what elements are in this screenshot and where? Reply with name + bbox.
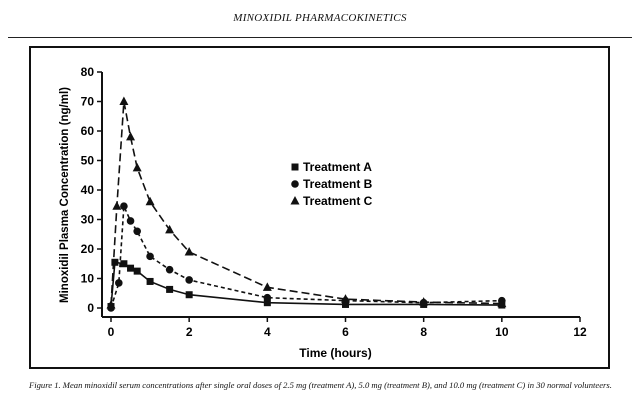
- figure-caption: Figure 1. Mean minoxidil serum concentra…: [29, 380, 612, 390]
- header-rule: [8, 37, 632, 38]
- treatment-b-point: [120, 202, 128, 211]
- y-tick-label: 20: [81, 242, 95, 256]
- treatment-b-point: [115, 279, 123, 287]
- treatment-c-point: [262, 282, 272, 291]
- x-tick-label: 4: [264, 325, 271, 339]
- figure-frame: [29, 46, 610, 369]
- treatment-c-point: [165, 224, 175, 234]
- treatment-b-point: [165, 265, 174, 274]
- x-axis-label: Time (hours): [299, 346, 371, 360]
- treatment-a-point: [127, 264, 135, 272]
- treatment-a-point: [185, 291, 193, 299]
- treatment-a-point: [342, 300, 349, 308]
- treatment-b-point: [133, 227, 141, 236]
- treatment-b-line: [110, 205, 502, 309]
- treatment-c-point: [419, 297, 429, 306]
- treatment-a-point: [263, 299, 271, 307]
- treatment-c-line: [110, 101, 502, 306]
- y-tick-label: 30: [81, 213, 95, 227]
- y-tick-label: 40: [81, 183, 95, 197]
- y-tick-label: 50: [81, 154, 95, 168]
- y-tick-label: 80: [81, 65, 95, 79]
- x-tick-label: 6: [342, 325, 349, 339]
- running-header: MINOXIDIL PHARMACOKINETICS: [233, 12, 407, 24]
- treatment-c-point: [132, 162, 142, 172]
- x-tick-label: 0: [108, 325, 115, 339]
- treatment-b-point: [263, 293, 272, 302]
- y-tick-label: 10: [81, 272, 95, 286]
- treatment-c-point: [497, 298, 507, 308]
- treatment-c-point: [126, 131, 136, 141]
- legend-marker-treatment-b: [291, 180, 299, 188]
- legend-marker-treatment-a: [291, 163, 299, 171]
- treatment-c-point: [119, 96, 129, 105]
- treatment-c-point: [106, 300, 116, 309]
- y-tick-label: 60: [81, 124, 95, 138]
- y-tick-label: 0: [87, 301, 94, 315]
- treatment-c-point: [145, 196, 155, 206]
- treatment-b-point: [146, 252, 154, 261]
- treatment-c-point: [341, 294, 350, 303]
- treatment-a-point: [120, 260, 128, 268]
- x-tick-label: 8: [420, 325, 427, 339]
- legend-label-treatment-c: Treatment C: [303, 194, 373, 208]
- treatment-a-point: [111, 258, 119, 266]
- treatment-c-point: [184, 246, 194, 256]
- x-tick-label: 12: [573, 325, 587, 339]
- legend-label-treatment-b: Treatment B: [303, 177, 373, 191]
- treatment-b-point: [126, 217, 135, 225]
- treatment-a-point: [166, 285, 174, 293]
- x-tick-label: 2: [186, 325, 193, 339]
- legend-marker-treatment-c: [290, 196, 300, 205]
- treatment-a-point: [146, 277, 154, 285]
- treatment-a-point: [133, 267, 141, 275]
- y-tick-label: 70: [81, 95, 95, 109]
- legend-label-treatment-a: Treatment A: [303, 160, 372, 174]
- y-axis-label: Minoxidil Plasma Concentration (ng/ml): [59, 87, 71, 303]
- x-tick-label: 10: [495, 325, 509, 339]
- treatment-b-point: [185, 276, 193, 284]
- treatment-c-point: [112, 201, 122, 210]
